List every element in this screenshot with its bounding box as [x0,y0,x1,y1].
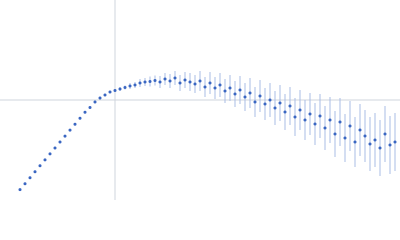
data-point [343,136,347,140]
data-point [293,115,297,119]
data-point [58,140,62,144]
data-point [28,176,32,180]
data-point [43,158,47,162]
data-point [348,124,352,128]
data-point [223,89,227,93]
data-point [158,80,162,84]
data-point [323,126,327,130]
data-point [48,152,52,156]
data-point [248,91,252,95]
chart [0,0,400,200]
data-point [88,106,92,109]
data-point [333,132,337,136]
data-point [368,142,372,146]
data-point [113,89,117,92]
data-point [118,87,122,91]
data-point [133,83,137,87]
data-point [298,108,302,112]
data-point [68,128,72,132]
data-point [288,104,292,108]
data-point [83,110,87,114]
data-point [328,118,332,122]
data-point [353,140,357,144]
data-point [198,79,202,83]
data-point [108,90,112,94]
data-point [308,112,312,116]
data-point [183,78,187,82]
data-point [168,79,172,83]
data-point [318,114,322,118]
data-point [138,81,142,85]
data-point [73,122,77,126]
data-point [23,182,27,186]
data-point [263,102,267,106]
data-point [63,134,67,138]
data-point [278,101,282,105]
data-point [93,100,97,104]
data-point [268,98,272,102]
data-point [358,128,362,132]
data-point [218,83,222,87]
data-point [313,122,317,126]
data-point [393,140,397,144]
data-point [188,80,192,84]
data-point [163,77,167,81]
data-point [123,86,127,89]
data-point [253,100,257,104]
data-point [338,120,342,124]
data-point [208,81,212,85]
data-point [243,95,247,99]
data-point [203,85,207,89]
data-point [143,80,147,84]
data-point [178,81,182,85]
data-point [103,93,107,97]
data-point [78,116,82,120]
data-point [33,170,37,174]
data-point [228,86,232,90]
data-point [98,96,102,100]
data-point [213,86,217,90]
data-point [373,138,377,142]
data-point [38,164,42,168]
data-point [273,106,277,110]
data-point [303,118,307,122]
data-point [53,146,57,150]
data-point [378,146,382,150]
data-point [283,110,287,114]
data-point [153,79,157,82]
data-point [18,188,22,192]
data-point [383,132,387,136]
data-point [388,143,392,147]
data-point [258,94,262,98]
data-point [233,92,237,96]
data-point [148,80,152,83]
data-point [238,88,242,92]
data-point [363,134,367,138]
data-point [173,76,177,80]
data-point [128,84,132,88]
data-point [193,82,197,86]
